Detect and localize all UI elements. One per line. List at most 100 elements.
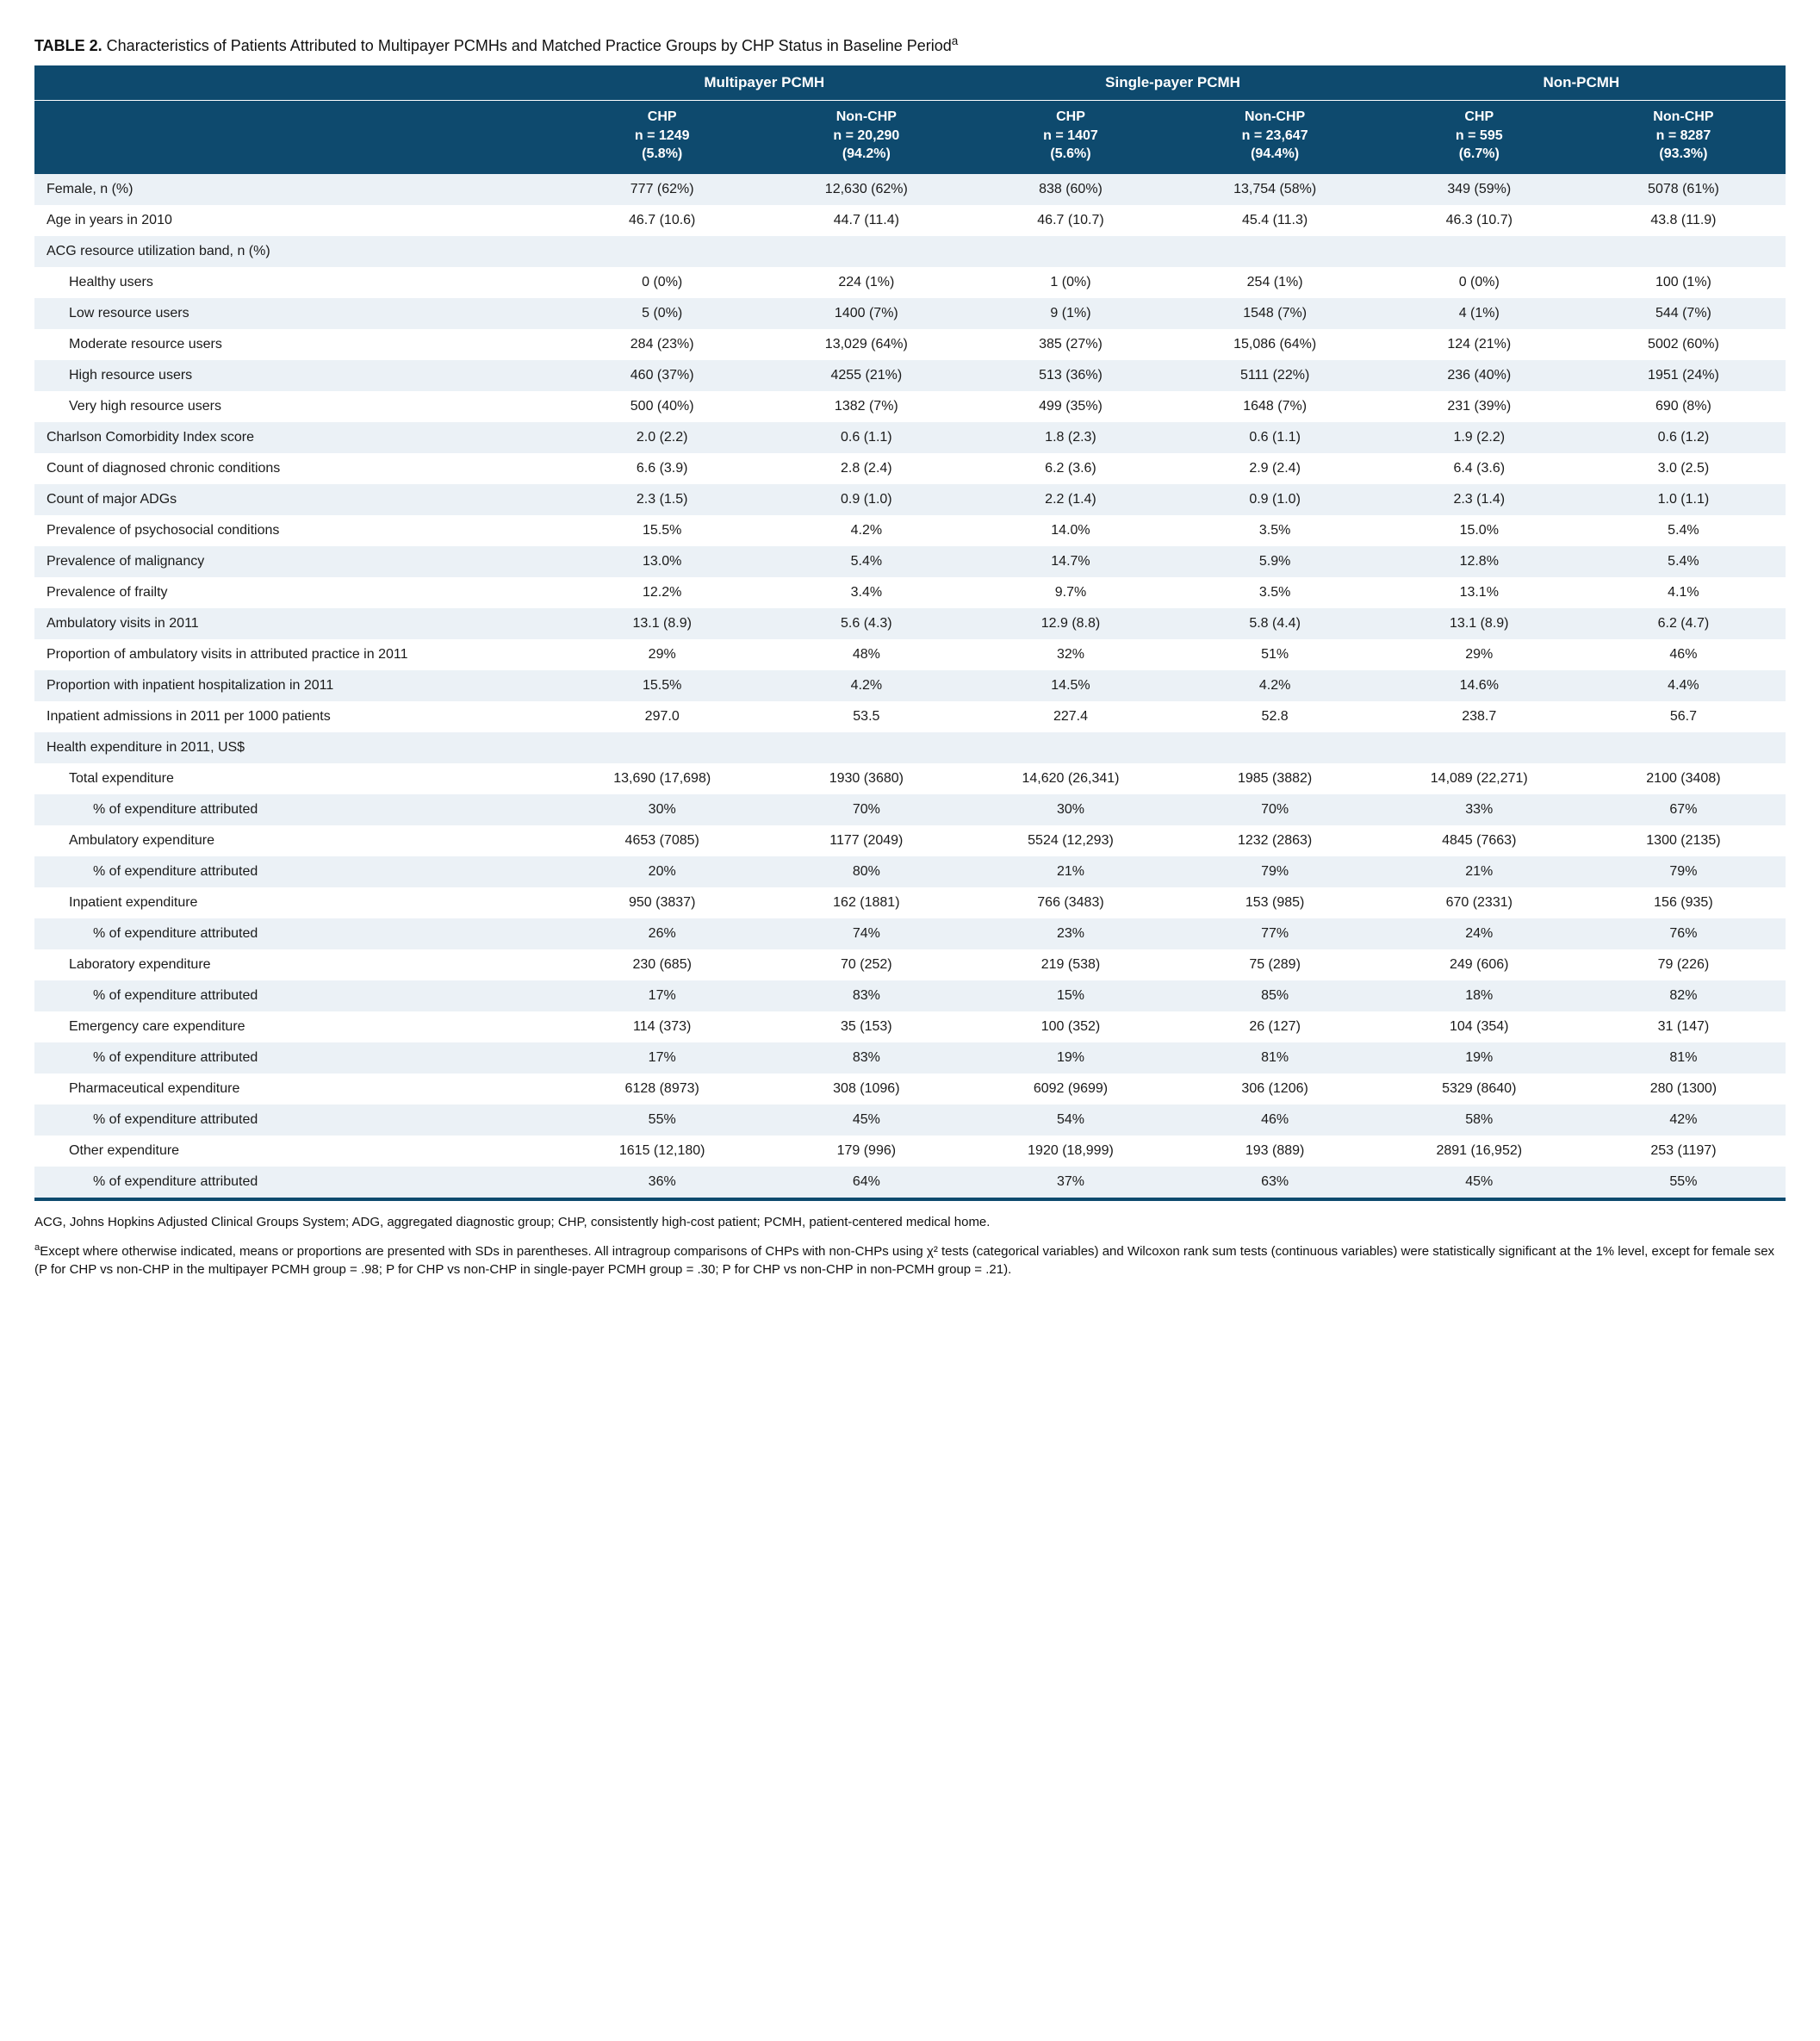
data-cell: 6.2 (4.7) bbox=[1581, 608, 1786, 639]
data-cell: 14,089 (22,271) bbox=[1377, 763, 1581, 794]
data-cell: 24% bbox=[1377, 918, 1581, 949]
row-label: Other expenditure bbox=[34, 1136, 560, 1167]
data-cell: 460 (37%) bbox=[560, 360, 764, 391]
row-label: % of expenditure attributed bbox=[34, 794, 560, 825]
data-cell: 15% bbox=[968, 980, 1172, 1011]
data-cell: 83% bbox=[764, 980, 968, 1011]
data-cell: 2.2 (1.4) bbox=[968, 484, 1172, 515]
data-cell: 12.2% bbox=[560, 577, 764, 608]
table-caption-sup: a bbox=[952, 34, 959, 47]
group-header-row: Multipayer PCMH Single-payer PCMH Non-PC… bbox=[34, 65, 1786, 101]
row-label: Moderate resource users bbox=[34, 329, 560, 360]
data-cell: 33% bbox=[1377, 794, 1581, 825]
data-cell: 231 (39%) bbox=[1377, 391, 1581, 422]
table-row: Count of diagnosed chronic conditions6.6… bbox=[34, 453, 1786, 484]
data-cell bbox=[968, 236, 1172, 267]
data-cell: 0.6 (1.1) bbox=[1173, 422, 1377, 453]
row-label: Health expenditure in 2011, US$ bbox=[34, 732, 560, 763]
table-number: TABLE 2. bbox=[34, 37, 102, 54]
data-cell: 349 (59%) bbox=[1377, 174, 1581, 205]
data-cell: 76% bbox=[1581, 918, 1786, 949]
data-cell: 45% bbox=[764, 1105, 968, 1136]
data-cell: 29% bbox=[1377, 639, 1581, 670]
row-label: Charlson Comorbidity Index score bbox=[34, 422, 560, 453]
sub-3: Non-CHPn = 23,647(94.4%) bbox=[1173, 101, 1377, 174]
sub-1: Non-CHPn = 20,290(94.2%) bbox=[764, 101, 968, 174]
data-cell: 18% bbox=[1377, 980, 1581, 1011]
data-cell: 3.0 (2.5) bbox=[1581, 453, 1786, 484]
data-cell: 6.4 (3.6) bbox=[1377, 453, 1581, 484]
data-cell: 67% bbox=[1581, 794, 1786, 825]
data-cell bbox=[1173, 732, 1377, 763]
data-cell: 5078 (61%) bbox=[1581, 174, 1786, 205]
data-cell: 4653 (7085) bbox=[560, 825, 764, 856]
data-cell: 14.6% bbox=[1377, 670, 1581, 701]
data-cell: 13,690 (17,698) bbox=[560, 763, 764, 794]
data-cell: 254 (1%) bbox=[1173, 267, 1377, 298]
table-row: % of expenditure attributed17%83%19%81%1… bbox=[34, 1042, 1786, 1073]
data-cell: 5.8 (4.4) bbox=[1173, 608, 1377, 639]
data-cell: 0 (0%) bbox=[1377, 267, 1581, 298]
table-row: Healthy users0 (0%)224 (1%)1 (0%)254 (1%… bbox=[34, 267, 1786, 298]
data-cell: 5.6 (4.3) bbox=[764, 608, 968, 639]
data-cell bbox=[1377, 732, 1581, 763]
data-cell: 4255 (21%) bbox=[764, 360, 968, 391]
data-cell: 280 (1300) bbox=[1581, 1073, 1786, 1105]
data-cell: 14.7% bbox=[968, 546, 1172, 577]
table-row: High resource users460 (37%)4255 (21%)51… bbox=[34, 360, 1786, 391]
table-body: Female, n (%)777 (62%)12,630 (62%)838 (6… bbox=[34, 174, 1786, 1199]
data-cell: 70% bbox=[1173, 794, 1377, 825]
data-cell: 32% bbox=[968, 639, 1172, 670]
row-label: Ambulatory expenditure bbox=[34, 825, 560, 856]
data-cell: 46.3 (10.7) bbox=[1377, 205, 1581, 236]
data-cell: 75 (289) bbox=[1173, 949, 1377, 980]
data-cell: 36% bbox=[560, 1167, 764, 1199]
data-cell: 5524 (12,293) bbox=[968, 825, 1172, 856]
row-label: Proportion of ambulatory visits in attri… bbox=[34, 639, 560, 670]
data-cell: 70% bbox=[764, 794, 968, 825]
data-cell: 1.0 (1.1) bbox=[1581, 484, 1786, 515]
row-label: Inpatient expenditure bbox=[34, 887, 560, 918]
row-label: Emergency care expenditure bbox=[34, 1011, 560, 1042]
table-row: Low resource users5 (0%)1400 (7%)9 (1%)1… bbox=[34, 298, 1786, 329]
table-row: Very high resource users500 (40%)1382 (7… bbox=[34, 391, 1786, 422]
data-cell: 56.7 bbox=[1581, 701, 1786, 732]
table-caption: Characteristics of Patients Attributed t… bbox=[102, 37, 952, 54]
data-cell: 4.1% bbox=[1581, 577, 1786, 608]
data-cell bbox=[560, 732, 764, 763]
data-cell: 2.3 (1.5) bbox=[560, 484, 764, 515]
data-cell: 156 (935) bbox=[1581, 887, 1786, 918]
sub-0: CHPn = 1249(5.8%) bbox=[560, 101, 764, 174]
header-empty bbox=[34, 65, 560, 101]
footnote-abbrev: ACG, Johns Hopkins Adjusted Clinical Gro… bbox=[34, 1213, 1786, 1232]
data-cell: 48% bbox=[764, 639, 968, 670]
data-cell: 2.9 (2.4) bbox=[1173, 453, 1377, 484]
data-cell: 37% bbox=[968, 1167, 1172, 1199]
data-cell: 0.6 (1.2) bbox=[1581, 422, 1786, 453]
data-cell: 14.0% bbox=[968, 515, 1172, 546]
data-cell: 31 (147) bbox=[1581, 1011, 1786, 1042]
data-cell: 14,620 (26,341) bbox=[968, 763, 1172, 794]
data-cell: 193 (889) bbox=[1173, 1136, 1377, 1167]
data-cell: 81% bbox=[1173, 1042, 1377, 1073]
data-cell: 83% bbox=[764, 1042, 968, 1073]
data-cell: 5.4% bbox=[764, 546, 968, 577]
table-row: Age in years in 201046.7 (10.6)44.7 (11.… bbox=[34, 205, 1786, 236]
data-cell: 308 (1096) bbox=[764, 1073, 968, 1105]
sub-5: Non-CHPn = 8287(93.3%) bbox=[1581, 101, 1786, 174]
row-label: % of expenditure attributed bbox=[34, 1167, 560, 1199]
table-row: Moderate resource users284 (23%)13,029 (… bbox=[34, 329, 1786, 360]
table-row: ACG resource utilization band, n (%) bbox=[34, 236, 1786, 267]
data-cell: 3.5% bbox=[1173, 515, 1377, 546]
data-cell: 20% bbox=[560, 856, 764, 887]
data-cell: 230 (685) bbox=[560, 949, 764, 980]
data-cell: 26% bbox=[560, 918, 764, 949]
data-cell: 2100 (3408) bbox=[1581, 763, 1786, 794]
data-cell: 54% bbox=[968, 1105, 1172, 1136]
data-cell: 1615 (12,180) bbox=[560, 1136, 764, 1167]
row-label: Healthy users bbox=[34, 267, 560, 298]
data-cell: 79 (226) bbox=[1581, 949, 1786, 980]
row-label: Low resource users bbox=[34, 298, 560, 329]
data-cell: 4.2% bbox=[764, 515, 968, 546]
data-cell: 5.4% bbox=[1581, 515, 1786, 546]
